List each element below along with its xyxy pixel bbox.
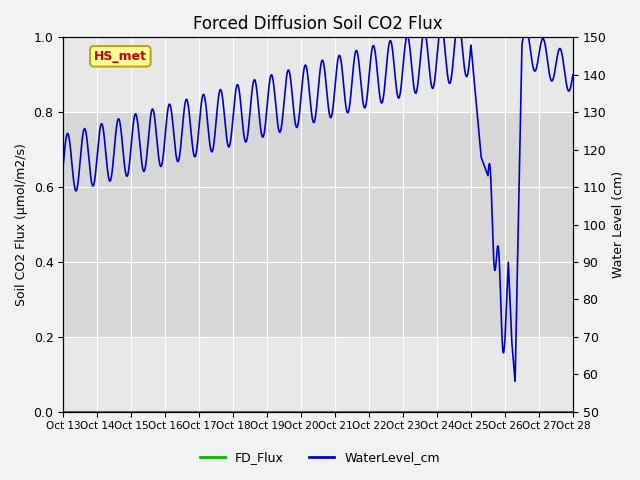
Y-axis label: Water Level (cm): Water Level (cm) [612, 171, 625, 278]
Legend: FD_Flux, WaterLevel_cm: FD_Flux, WaterLevel_cm [195, 446, 445, 469]
Text: HS_met: HS_met [94, 50, 147, 63]
Title: Forced Diffusion Soil CO2 Flux: Forced Diffusion Soil CO2 Flux [193, 15, 443, 33]
Y-axis label: Soil CO2 Flux (μmol/m2/s): Soil CO2 Flux (μmol/m2/s) [15, 143, 28, 306]
Bar [63, 112, 573, 337]
